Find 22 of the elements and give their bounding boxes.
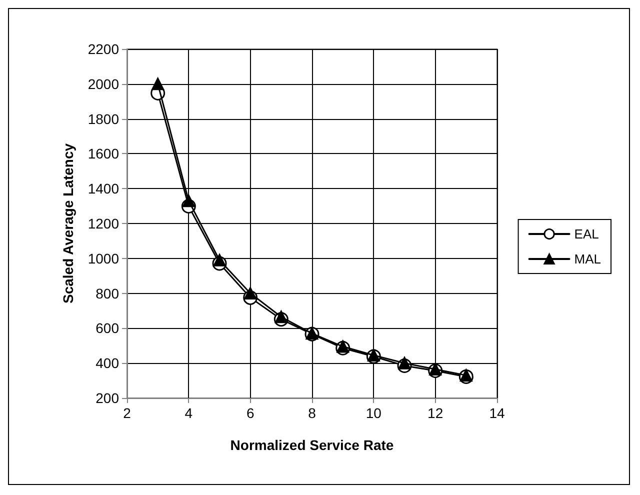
y-tick-label: 1800 xyxy=(88,110,120,127)
y-tick-label: 2200 xyxy=(88,41,120,57)
y-tick-label: 600 xyxy=(96,320,120,336)
legend-label: EAL xyxy=(574,226,599,242)
x-tick-label: 8 xyxy=(308,405,316,421)
y-tick-label: 200 xyxy=(96,390,120,406)
x-tick-label: 12 xyxy=(428,405,444,421)
y-tick-label: 1200 xyxy=(88,216,120,232)
x-tick-label: 14 xyxy=(489,405,505,421)
y-tick-label: 800 xyxy=(96,285,120,302)
y-tick-label: 2000 xyxy=(88,76,120,92)
y-tick-label: 400 xyxy=(96,355,120,372)
y-axis-title: Scaled Average Latency xyxy=(60,143,76,304)
y-tick-label: 1400 xyxy=(88,180,120,197)
x-tick-label: 4 xyxy=(184,405,193,421)
x-axis-title: Normalized Service Rate xyxy=(230,437,394,453)
x-tick-label: 2 xyxy=(123,405,132,421)
x-tick-label: 6 xyxy=(246,405,254,421)
y-tick-label: 1000 xyxy=(88,250,120,266)
y-tick-label: 1600 xyxy=(88,146,120,162)
legend-label: MAL xyxy=(574,252,602,266)
x-tick-label: 10 xyxy=(366,405,382,421)
